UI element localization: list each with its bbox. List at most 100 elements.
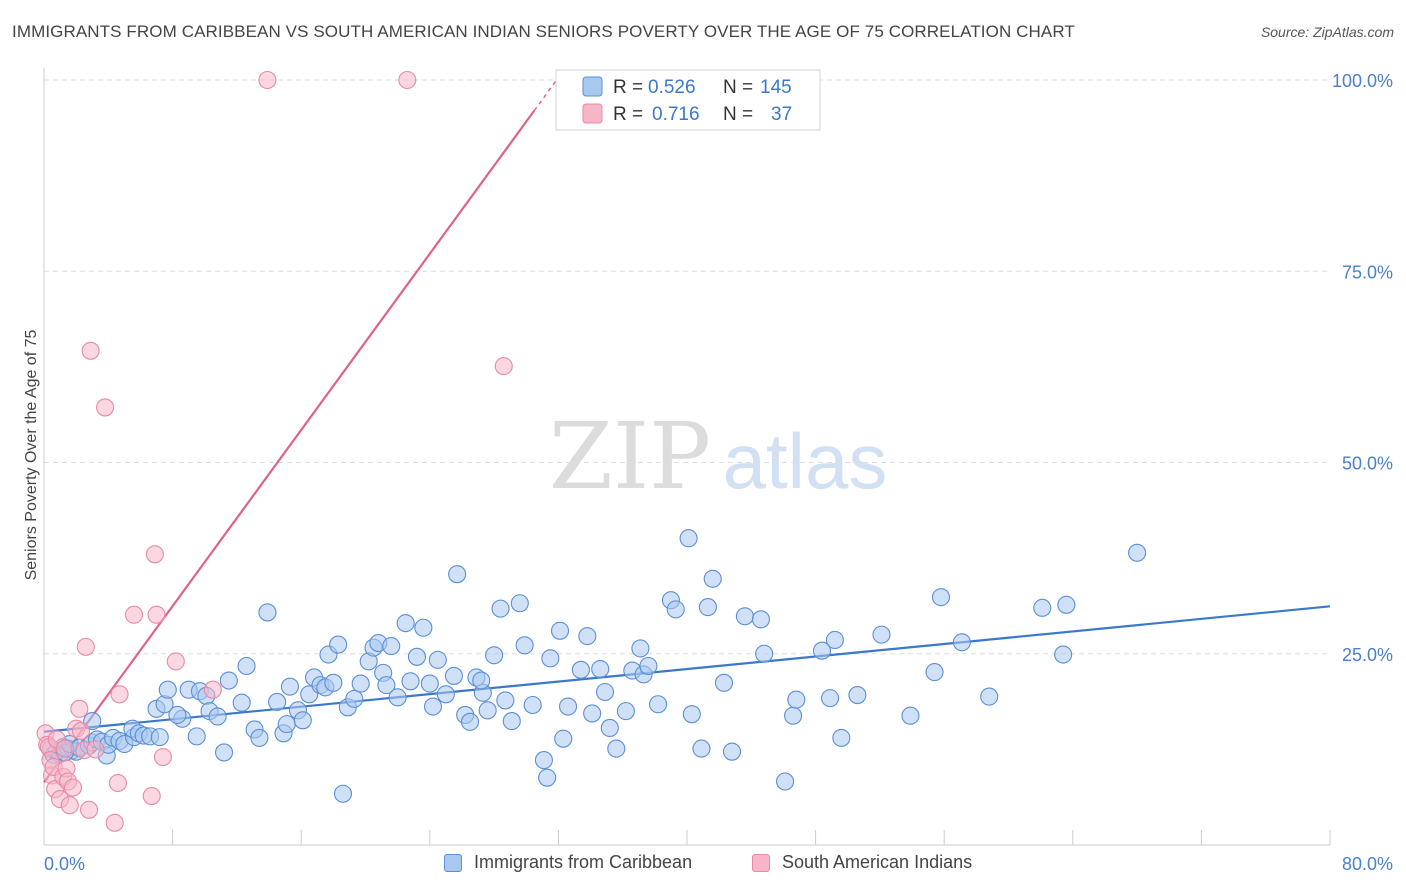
caribbean-point-41 [237,656,256,676]
caribbean-point-110 [649,695,668,714]
caribbean-point-122 [755,644,774,663]
legend-n-label-1: N = [723,77,753,98]
caribbean-point-94 [541,649,560,668]
x-tick-label-1: 80.0% [1342,854,1393,874]
caribbean-point-137 [1033,598,1052,617]
south-american-indians-point-28 [142,786,161,806]
caribbean-point-109 [639,656,658,676]
south-american-indians-point-33 [203,680,222,699]
caribbean-point-68 [388,688,407,707]
caribbean-point-112 [666,600,685,619]
caribbean-point-73 [420,674,439,693]
caribbean-point-60 [345,689,364,708]
caribbean-point-129 [832,728,851,747]
caribbean-point-95 [550,621,570,640]
south-american-indians-point-31 [153,747,173,767]
legend-swatch-pink [582,103,603,124]
legend-swatch-south-american-indians [752,853,770,872]
trend-line-caribbean [43,605,1331,733]
legend-r-value-2: 0.716 [652,104,700,125]
south-american-indians-point-32 [166,652,185,671]
caribbean-point-136 [980,687,999,706]
caribbean-point-139 [1057,595,1076,614]
caribbean-point-124 [784,706,803,725]
caribbean-point-113 [679,529,698,548]
trend-lines [43,77,1331,783]
legend-r-label-2: R = [613,104,643,125]
caribbean-point-134 [931,588,951,607]
caribbean-point-47 [277,715,296,734]
legend-r-value-1: 0.526 [648,77,696,98]
trend-line-south-american-indians-extension [533,77,560,112]
south-american-indians-point-29 [145,545,164,564]
caribbean-point-126 [812,641,832,660]
caribbean-point-116 [698,598,717,617]
caribbean-point-90 [515,636,534,655]
caribbean-point-80 [460,712,480,731]
series-legend: Immigrants from Caribbean South American… [0,852,1406,878]
caribbean-point-133 [925,663,944,682]
caribbean-point-40 [232,693,251,712]
y-tick-label-1: 50.0% [1342,454,1393,474]
correlation-legend: R = 0.526 N = 145 R = 0.716 N = 37 [555,69,821,131]
caribbean-point-114 [682,705,701,724]
south-american-indians-point-20 [79,800,99,819]
caribbean-point-33 [187,727,206,746]
caribbean-point-86 [491,599,510,618]
caribbean-point-118 [714,673,734,692]
caribbean-point-102 [595,682,615,702]
tick-labels: 25.0% 50.0% 75.0% 100.0% 0.0% 80.0% [44,71,1393,874]
caribbean-point-121 [751,610,770,629]
caribbean-point-45 [268,692,287,711]
south-american-indians-point-25 [108,773,127,793]
caribbean-point-38 [219,671,238,690]
caribbean-point-89 [510,594,529,613]
caribbean-point-92 [534,751,553,770]
caribbean-point-97 [558,697,578,716]
caribbean-point-119 [722,742,742,761]
legend-label-south-american-indians: South American Indians [782,852,973,872]
chart-title: IMMIGRANTS FROM CARIBBEAN VS SOUTH AMERI… [12,22,1075,41]
trend-line-south-american-indians [43,109,536,783]
axes [43,68,1331,846]
caribbean-point-132 [901,706,920,725]
caribbean-point-74 [423,697,443,716]
caribbean-point-125 [787,690,806,709]
caribbean-point-50 [293,711,312,730]
south-american-indians-point-27 [124,605,144,624]
caribbean-point-91 [523,695,542,715]
caribbean-point-131 [872,625,891,644]
source-credit: Source: ZipAtlas.com [1260,24,1394,40]
south-american-indians-point-24 [105,813,124,832]
caribbean-point-103 [600,718,619,738]
caribbean-point-78 [448,565,467,584]
caribbean-point-87 [496,691,515,710]
caribbean-point-29 [158,680,177,699]
south-american-indians-point-34 [258,70,277,90]
caribbean-point-67 [382,637,401,656]
caribbean-point-83 [472,671,491,690]
caribbean-point-72 [414,618,433,637]
caribbean-point-105 [616,702,635,721]
legend-item-caribbean: Immigrants from Caribbean [444,852,692,873]
y-tick-label-0: 25.0% [1342,645,1393,665]
caribbean-point-39 [214,743,234,762]
y-tick-label-2: 75.0% [1342,262,1393,282]
caribbean-point-127 [821,689,840,708]
caribbean-point-135 [952,633,971,652]
caribbean-point-43 [250,728,269,747]
caribbean-point-57 [329,635,348,654]
series-caribbean-points [41,529,1147,803]
x-tick-label-0: 0.0% [44,854,85,874]
caribbean-point-120 [735,607,754,626]
legend-n-value-2: 37 [771,104,792,125]
caribbean-point-84 [478,701,497,720]
legend-r-label-1: R = [613,77,643,98]
caribbean-point-77 [444,666,463,685]
south-american-indians-point-35 [398,70,417,90]
grid-lines [44,79,1330,655]
caribbean-point-69 [396,614,415,633]
south-american-indians-point-21 [81,341,100,360]
caribbean-point-88 [502,712,521,731]
